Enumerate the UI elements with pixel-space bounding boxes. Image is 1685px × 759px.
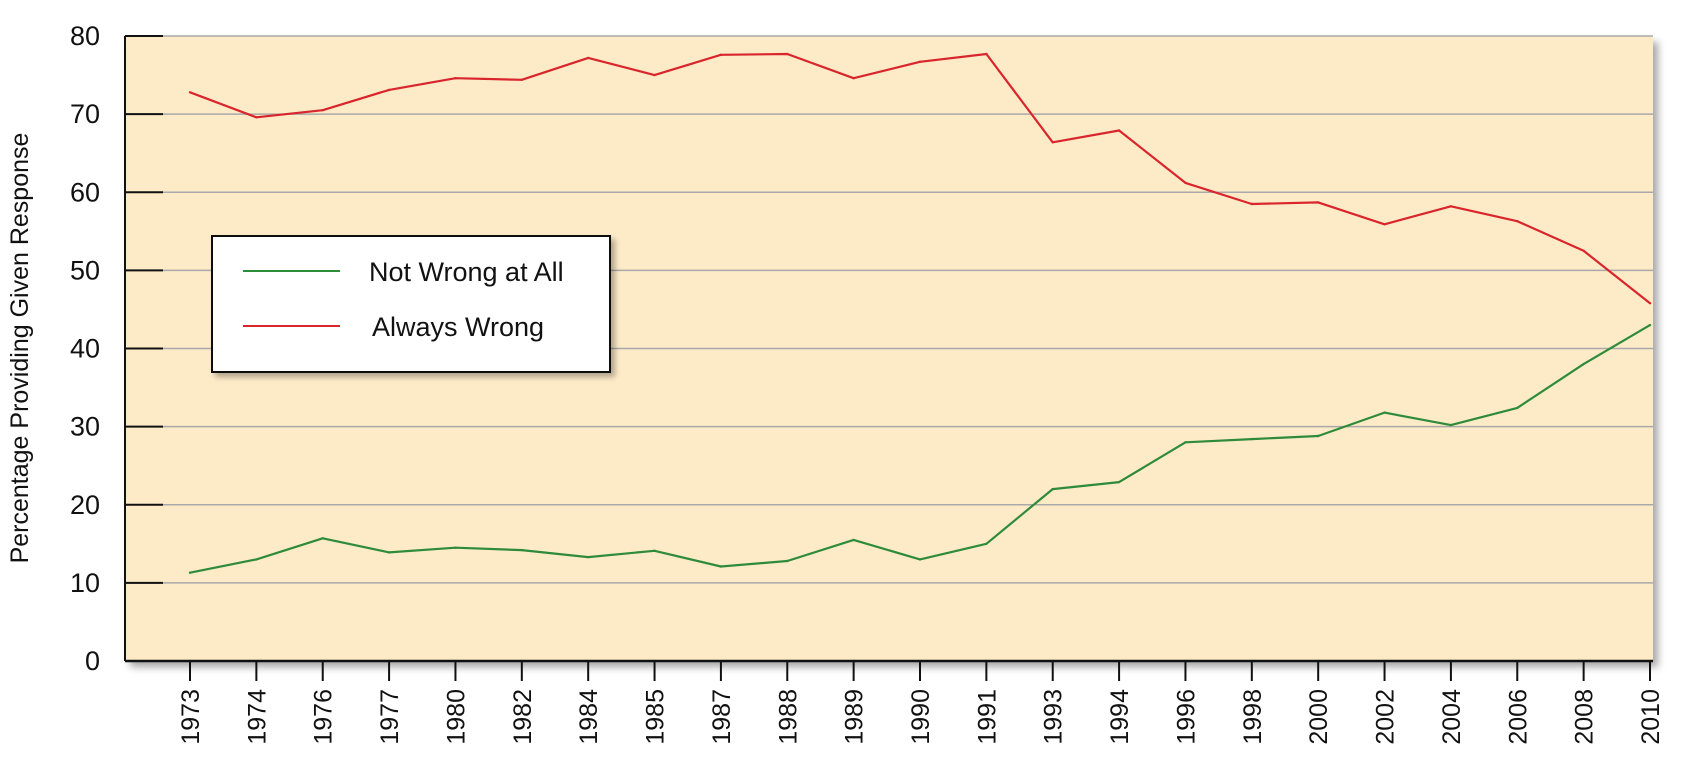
series-layer (188, 52, 1652, 574)
data-point (1582, 362, 1585, 366)
data-point (985, 542, 988, 545)
x-tick-label: 1982 (509, 689, 537, 745)
y-tick-label: 80 (70, 21, 100, 51)
x-tick-label: 1996 (1172, 689, 1200, 745)
y-tick-label: 20 (70, 490, 100, 520)
x-tick-label: 1985 (642, 689, 670, 745)
data-point (188, 571, 192, 574)
legend-label-not-wrong: Not Wrong at All (369, 257, 564, 287)
x-tick-label: 1977 (376, 689, 404, 745)
data-point (1184, 441, 1187, 444)
data-point (1648, 323, 1652, 327)
data-point (1449, 205, 1453, 208)
x-tick-label: 1974 (243, 689, 271, 745)
data-point (1383, 411, 1386, 414)
data-point (786, 559, 789, 563)
data-point (1250, 437, 1254, 441)
data-point (520, 548, 523, 552)
x-tick-label: 2002 (1372, 689, 1400, 745)
legend-box (211, 235, 611, 373)
y-axis-ticks: 0 10 20 30 40 50 60 70 80 (70, 21, 163, 676)
data-point (852, 538, 855, 542)
x-tick-label: 2006 (1504, 689, 1532, 745)
x-tick-label: 1989 (841, 689, 869, 745)
data-point (918, 558, 922, 561)
data-point (321, 109, 324, 112)
x-tick-label: 2000 (1305, 689, 1333, 745)
x-tick-label: 1984 (575, 689, 603, 745)
y-tick-label: 0 (85, 646, 100, 676)
data-point (587, 56, 590, 60)
data-point (653, 73, 656, 77)
y-tick-label: 10 (70, 568, 100, 598)
data-point (454, 77, 457, 80)
data-point (1449, 423, 1453, 427)
x-tick-label: 1998 (1239, 689, 1267, 745)
data-point (719, 53, 723, 56)
data-point (1516, 220, 1519, 223)
data-point (1117, 129, 1121, 132)
data-point (321, 537, 324, 540)
x-tick-label: 1976 (310, 689, 338, 745)
y-tick-label: 50 (70, 255, 100, 285)
data-point (387, 551, 391, 554)
data-point (719, 565, 723, 568)
data-point (454, 546, 457, 549)
x-tick-label: 2004 (1438, 689, 1466, 745)
y-tick-label: 60 (70, 177, 100, 207)
data-point (918, 60, 922, 63)
data-point (1250, 202, 1254, 206)
data-point (255, 116, 258, 119)
data-point (587, 555, 590, 559)
x-tick-label: 1993 (1040, 689, 1068, 745)
data-point (1317, 201, 1320, 204)
data-point (786, 52, 789, 56)
x-tick-label: 1994 (1106, 689, 1134, 745)
data-point (1051, 487, 1054, 491)
legend: Not Wrong at All Always Wrong (211, 235, 611, 373)
x-tick-label: 1991 (973, 689, 1001, 745)
data-point (1184, 181, 1187, 185)
x-tick-label: 1987 (708, 689, 736, 745)
x-axis-ticks: 1973 1974 1976 1977 1980 1982 1984 1985 1987 1988… (177, 661, 1665, 745)
data-point (188, 91, 192, 94)
data-point (387, 88, 391, 92)
y-axis-title: Percentage Providing Given Response (6, 133, 34, 564)
data-point (1582, 249, 1585, 252)
x-tick-label: 2010 (1637, 689, 1665, 745)
data-point (1117, 480, 1121, 484)
y-tick-label: 30 (70, 412, 100, 442)
y-tick-label: 40 (70, 334, 100, 364)
x-tick-label: 1973 (177, 689, 205, 745)
data-point (852, 77, 855, 80)
data-point (653, 549, 656, 552)
data-point (985, 52, 988, 56)
data-point (520, 78, 523, 82)
x-tick-label: 1980 (442, 689, 470, 745)
data-point (1317, 434, 1320, 438)
data-point (1051, 141, 1054, 144)
legend-label-always-wrong: Always Wrong (372, 312, 544, 342)
data-point (1516, 406, 1519, 410)
x-tick-label: 2008 (1571, 689, 1599, 745)
x-tick-label: 1990 (907, 689, 935, 745)
data-point (1648, 302, 1652, 305)
data-point (255, 558, 258, 561)
y-tick-label: 70 (70, 99, 100, 129)
x-tick-label: 1988 (774, 689, 802, 745)
data-point (1383, 223, 1386, 226)
